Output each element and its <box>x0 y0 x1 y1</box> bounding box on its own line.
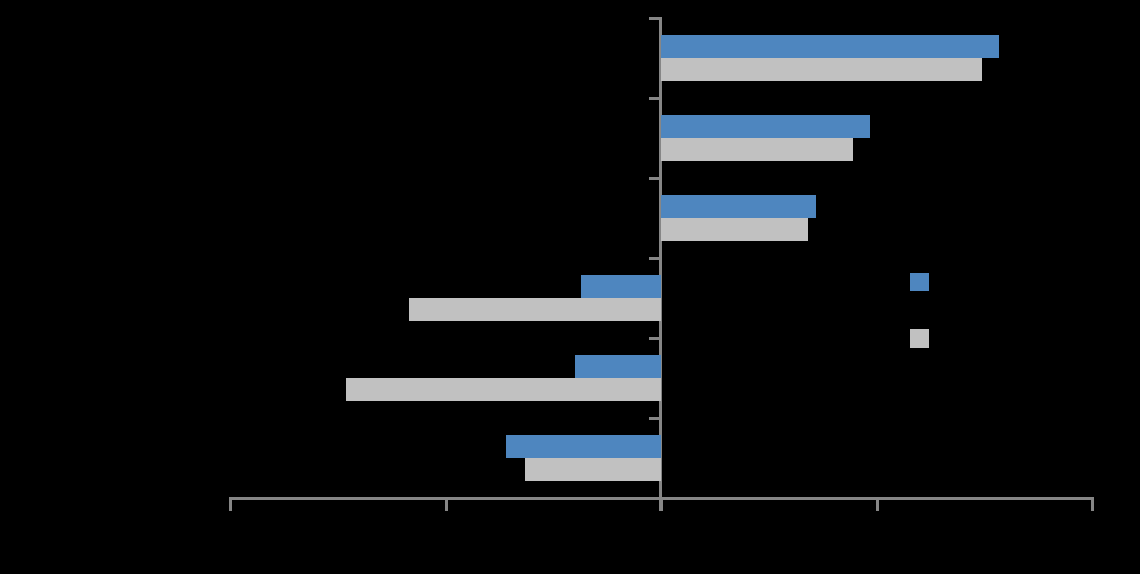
y-axis-tick <box>649 97 661 100</box>
x-axis-tick <box>444 497 448 511</box>
y-axis-tick <box>649 257 661 260</box>
x-axis-tick <box>875 497 879 511</box>
x-axis-tick <box>660 497 663 511</box>
legend-swatch-series2-icon <box>910 329 929 348</box>
y-axis-line <box>659 17 662 511</box>
bar-series-1-blue-cat4 <box>581 275 661 298</box>
y-axis-tick <box>649 337 661 340</box>
bar-series-2-gray-cat4 <box>408 298 661 321</box>
bar-series-1-blue-cat5 <box>574 355 661 378</box>
bar-series-2-gray-cat5 <box>346 378 661 401</box>
bar-series-1-blue-cat2 <box>661 115 871 138</box>
bar-series-1-blue-cat3 <box>661 195 817 218</box>
bar-series-2-gray-cat3 <box>661 218 808 241</box>
legend-swatch-series1-icon <box>910 273 929 291</box>
x-axis-tick <box>229 497 232 511</box>
bar-series-2-gray-cat1 <box>661 58 983 81</box>
bar-series-2-gray-cat6 <box>525 458 661 481</box>
y-axis-tick <box>649 17 661 20</box>
bar-series-1-blue-cat6 <box>505 435 661 458</box>
y-axis-tick <box>649 497 661 500</box>
bar-series-2-gray-cat2 <box>661 138 853 161</box>
x-axis-tick <box>1091 497 1094 511</box>
bar-series-1-blue-cat1 <box>661 35 1000 58</box>
y-axis-tick <box>649 417 661 420</box>
y-axis-tick <box>649 177 661 180</box>
